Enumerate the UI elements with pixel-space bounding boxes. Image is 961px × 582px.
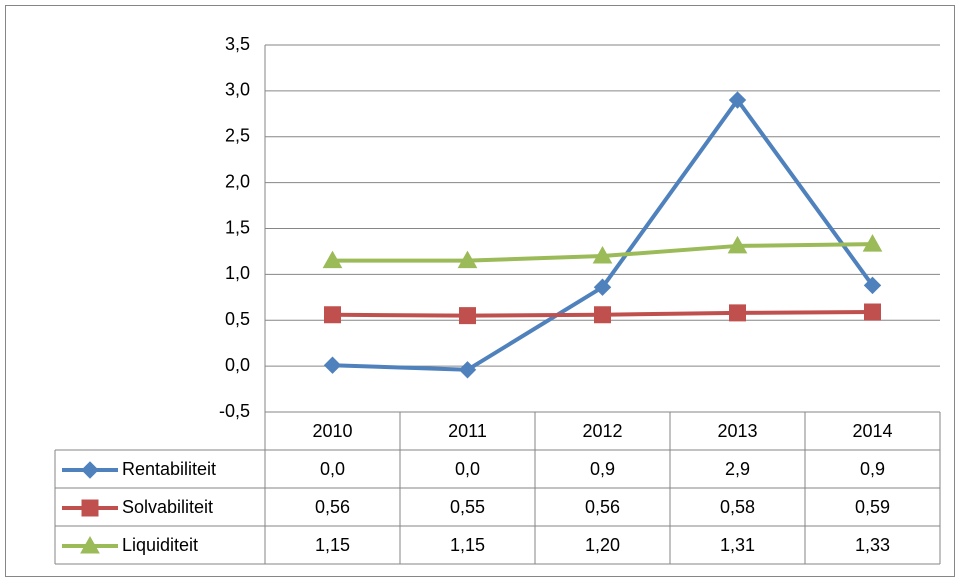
legend-label: Solvabiliteit bbox=[122, 497, 213, 517]
legend-label: Liquiditeit bbox=[122, 535, 198, 555]
table-value: 0,0 bbox=[455, 459, 480, 479]
table-value: 0,9 bbox=[860, 459, 885, 479]
data-point bbox=[324, 306, 341, 324]
table-value: 1,15 bbox=[450, 535, 485, 555]
data-point bbox=[323, 356, 342, 374]
y-tick-label: 2,0 bbox=[225, 171, 250, 191]
data-point bbox=[864, 303, 881, 321]
legend-marker bbox=[81, 499, 99, 517]
data-point bbox=[729, 304, 746, 322]
table-value: 0,59 bbox=[855, 497, 890, 517]
y-tick-label: 0,0 bbox=[225, 355, 250, 375]
x-tick-label: 2013 bbox=[717, 421, 757, 441]
data-point bbox=[322, 250, 343, 269]
table-value: 0,0 bbox=[320, 459, 345, 479]
legend-label: Rentabiliteit bbox=[122, 459, 216, 479]
x-tick-label: 2012 bbox=[582, 421, 622, 441]
table-value: 0,56 bbox=[315, 497, 350, 517]
data-point bbox=[594, 306, 611, 324]
data-point bbox=[862, 234, 883, 252]
data-point bbox=[863, 276, 882, 295]
table-value: 0,56 bbox=[585, 497, 620, 517]
table-value: 2,9 bbox=[725, 459, 750, 479]
y-tick-label: 1,5 bbox=[225, 217, 250, 237]
y-tick-label: 2,5 bbox=[225, 126, 250, 146]
data-point bbox=[592, 246, 613, 264]
y-tick-label: 3,5 bbox=[225, 34, 250, 54]
x-tick-label: 2014 bbox=[852, 421, 892, 441]
table-value: 1,15 bbox=[315, 535, 350, 555]
chart-border bbox=[5, 5, 955, 577]
x-tick-label: 2010 bbox=[312, 421, 352, 441]
y-tick-label: 1,0 bbox=[225, 263, 250, 283]
table-value: 0,58 bbox=[720, 497, 755, 517]
table-value: 1,20 bbox=[585, 535, 620, 555]
data-point bbox=[459, 307, 476, 325]
x-tick-label: 2011 bbox=[448, 421, 487, 441]
legend-marker bbox=[81, 461, 99, 479]
y-tick-label: -0,5 bbox=[219, 401, 250, 421]
table-value: 0,55 bbox=[450, 497, 485, 517]
table-value: 1,31 bbox=[720, 535, 755, 555]
y-tick-label: 3,0 bbox=[225, 80, 250, 100]
data-point bbox=[727, 235, 748, 254]
y-tick-label: 0,5 bbox=[225, 309, 250, 329]
legend-marker bbox=[80, 535, 100, 554]
data-point bbox=[728, 91, 747, 109]
data-point bbox=[458, 361, 477, 379]
data-point bbox=[593, 278, 612, 296]
data-point bbox=[457, 250, 478, 269]
table-value: 0,9 bbox=[590, 459, 615, 479]
table-value: 1,33 bbox=[855, 535, 890, 555]
